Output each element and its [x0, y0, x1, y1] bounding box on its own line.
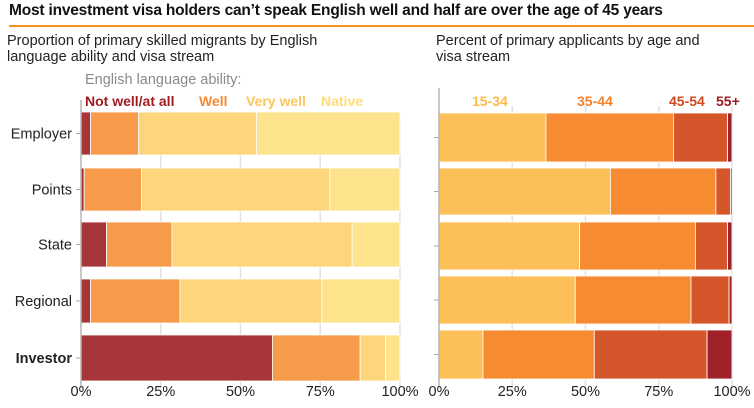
- left-chart: Employer Points State Regional Investor 0% 25%…: [11, 93, 419, 400]
- legend-label: 15-34: [472, 93, 508, 109]
- bar-points-well: [83, 167, 143, 212]
- bar-state-35-44: [579, 221, 696, 271]
- x-tick-label: 50%: [571, 384, 600, 400]
- bar-state-15-34: [438, 221, 581, 271]
- x-tick-label: 50%: [226, 384, 255, 400]
- bar-investor-not-well-at-all: [80, 334, 273, 382]
- x-tick-label: 25%: [498, 384, 527, 400]
- bar-regional-well: [90, 278, 181, 324]
- bar-investor-45-54: [593, 329, 708, 380]
- bar-investor-55-: [706, 329, 733, 380]
- x-tick-label: 0%: [429, 384, 450, 400]
- bar-points-45-54: [715, 167, 731, 216]
- bar-points-very-well: [141, 167, 331, 212]
- legend-label: Well: [199, 93, 228, 109]
- legend-label: 55+: [716, 93, 740, 109]
- title-divider: [9, 25, 754, 27]
- bar-regional-native: [321, 278, 401, 324]
- bar-employer-native: [256, 111, 401, 156]
- bar-employer-very-well: [138, 111, 257, 156]
- bar-investor-well: [271, 334, 361, 382]
- category-label: Points: [32, 183, 72, 199]
- bar-regional-55-: [728, 275, 733, 325]
- bar-points-55-: [730, 167, 733, 216]
- bar-investor-native: [385, 334, 401, 382]
- bar-employer-well: [90, 111, 139, 156]
- category-label: Investor: [16, 351, 73, 367]
- bar-investor-very-well: [359, 334, 387, 382]
- right-chart-title: Percent of primary applicants by age and…: [436, 33, 700, 65]
- bar-investor-35-44: [482, 329, 595, 380]
- x-tick-label: 0%: [71, 384, 92, 400]
- bar-employer-not-well-at-all: [80, 111, 91, 156]
- bar-state-native: [351, 221, 401, 268]
- legend-label: 35-44: [577, 93, 613, 109]
- legend-title: English language ability:: [85, 72, 242, 88]
- bar-investor-15-34: [438, 329, 484, 380]
- x-tick-label: 100%: [713, 384, 750, 400]
- x-tick-label: 75%: [644, 384, 673, 400]
- category-label: Regional: [15, 294, 72, 310]
- bar-state-55-: [727, 221, 733, 271]
- bar-employer-45-54: [673, 112, 729, 163]
- category-label: Employer: [11, 127, 72, 143]
- bar-employer-15-34: [438, 112, 547, 163]
- bar-employer-55-: [727, 112, 733, 163]
- x-tick-label: 75%: [306, 384, 335, 400]
- bar-state-well: [106, 221, 173, 268]
- bar-regional-very-well: [179, 278, 323, 324]
- bar-employer-35-44: [545, 112, 674, 163]
- category-label: State: [38, 238, 72, 254]
- bar-regional-15-34: [438, 275, 576, 325]
- left-chart-title: Proportion of primary skilled migrants b…: [7, 33, 318, 65]
- bar-regional-45-54: [690, 275, 730, 325]
- x-tick-label: 100%: [381, 384, 418, 400]
- x-tick-label: 25%: [146, 384, 175, 400]
- legend-label: 45-54: [669, 93, 705, 109]
- bar-points-35-44: [610, 167, 717, 216]
- bar-regional-35-44: [574, 275, 692, 325]
- right-chart: 0% 25% 50% 75% 100% 15-34 35-44 45-54 55+: [429, 88, 751, 400]
- legend-label: Native: [321, 93, 363, 109]
- bar-regional-not-well-at-all: [80, 278, 91, 324]
- chart-title: Most investment visa holders can’t speak…: [9, 2, 663, 19]
- bar-points-native: [329, 167, 401, 212]
- legend-label: Not well/at all: [85, 93, 174, 109]
- bar-state-45-54: [694, 221, 729, 271]
- legend-label: Very well: [246, 93, 306, 109]
- bar-state-not-well-at-all: [80, 221, 107, 268]
- bar-state-very-well: [171, 221, 353, 268]
- bar-points-15-34: [438, 167, 611, 216]
